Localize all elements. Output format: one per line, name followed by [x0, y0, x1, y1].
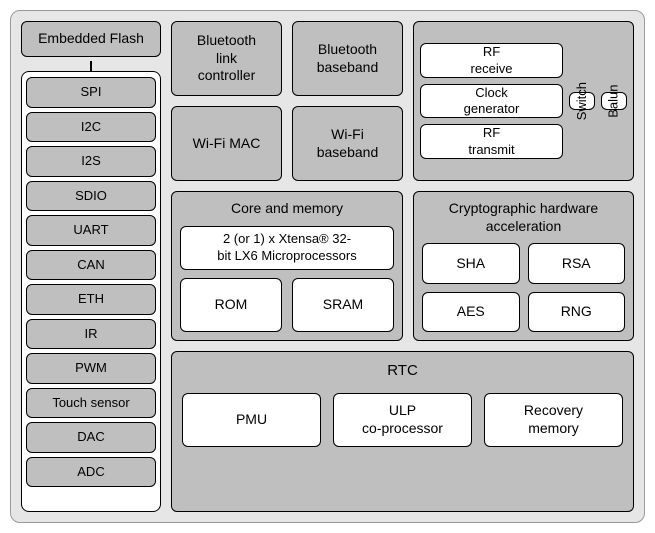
flash-connector-line	[90, 61, 92, 71]
crypto-rsa: RSA	[528, 243, 626, 284]
peripheral-list: SPI I2C I2S SDIO UART CAN ETH IR PWM Tou…	[21, 71, 161, 512]
bluetooth-link-controller: Bluetoothlinkcontroller	[171, 21, 282, 96]
rf-balun-label: Balun	[606, 84, 622, 117]
rom-block: ROM	[180, 278, 282, 333]
rf-balun: Balun	[601, 92, 627, 110]
peripheral-touch-sensor: Touch sensor	[26, 388, 156, 419]
sram-block: SRAM	[292, 278, 394, 333]
peripheral-i2s: I2S	[26, 146, 156, 177]
mid-row: Core and memory 2 (or 1) x Xtensa® 32-bi…	[171, 191, 634, 341]
peripheral-uart: UART	[26, 215, 156, 246]
peripheral-adc: ADC	[26, 457, 156, 488]
core-memory-group: Core and memory 2 (or 1) x Xtensa® 32-bi…	[171, 191, 403, 341]
rf-receive: RFreceive	[420, 43, 563, 78]
wifi-mac: Wi-Fi MAC	[171, 106, 282, 181]
clock-generator: Clockgenerator	[420, 84, 563, 119]
peripheral-dac: DAC	[26, 422, 156, 453]
rtc-row: PMU ULPco-processor Recoverymemory	[182, 393, 623, 447]
right-column: Bluetoothlinkcontroller Bluetoothbaseban…	[171, 21, 634, 512]
rf-group: RFreceive Clockgenerator RFtransmit Swit…	[413, 21, 634, 181]
processor-block: 2 (or 1) x Xtensa® 32-bit LX6 Microproce…	[180, 226, 394, 270]
peripheral-i2c: I2C	[26, 112, 156, 143]
rf-transmit: RFtransmit	[420, 124, 563, 159]
crypto-aes: AES	[422, 292, 520, 333]
peripheral-eth: ETH	[26, 284, 156, 315]
pmu-block: PMU	[182, 393, 321, 447]
peripheral-can: CAN	[26, 250, 156, 281]
embedded-flash-block: Embedded Flash	[21, 21, 161, 57]
peripheral-sdio: SDIO	[26, 181, 156, 212]
block-diagram-outer: Embedded Flash SPI I2C I2S SDIO UART CAN…	[10, 10, 645, 523]
top-row: Bluetoothlinkcontroller Bluetoothbaseban…	[171, 21, 634, 181]
rtc-group: RTC PMU ULPco-processor Recoverymemory	[171, 351, 634, 512]
rf-switch: Switch	[569, 92, 595, 110]
left-column: Embedded Flash SPI I2C I2S SDIO UART CAN…	[21, 21, 161, 512]
rf-switch-label: Switch	[574, 82, 590, 120]
memory-row: ROM SRAM	[180, 278, 394, 333]
rtc-title: RTC	[182, 362, 623, 381]
peripheral-pwm: PWM	[26, 353, 156, 384]
recovery-memory-block: Recoverymemory	[484, 393, 623, 447]
ulp-block: ULPco-processor	[333, 393, 472, 447]
crypto-group: Cryptographic hardwareacceleration SHA R…	[413, 191, 634, 341]
rf-column: RFreceive Clockgenerator RFtransmit	[420, 43, 563, 159]
wifi-baseband: Wi-Fibaseband	[292, 106, 403, 181]
wireless-grid: Bluetoothlinkcontroller Bluetoothbaseban…	[171, 21, 403, 181]
core-memory-title: Core and memory	[180, 200, 394, 218]
peripheral-ir: IR	[26, 319, 156, 350]
crypto-sha: SHA	[422, 243, 520, 284]
crypto-title: Cryptographic hardwareacceleration	[422, 200, 625, 235]
peripheral-spi: SPI	[26, 77, 156, 108]
bluetooth-baseband: Bluetoothbaseband	[292, 21, 403, 96]
crypto-grid: SHA RSA AES RNG	[422, 243, 625, 332]
crypto-rng: RNG	[528, 292, 626, 333]
